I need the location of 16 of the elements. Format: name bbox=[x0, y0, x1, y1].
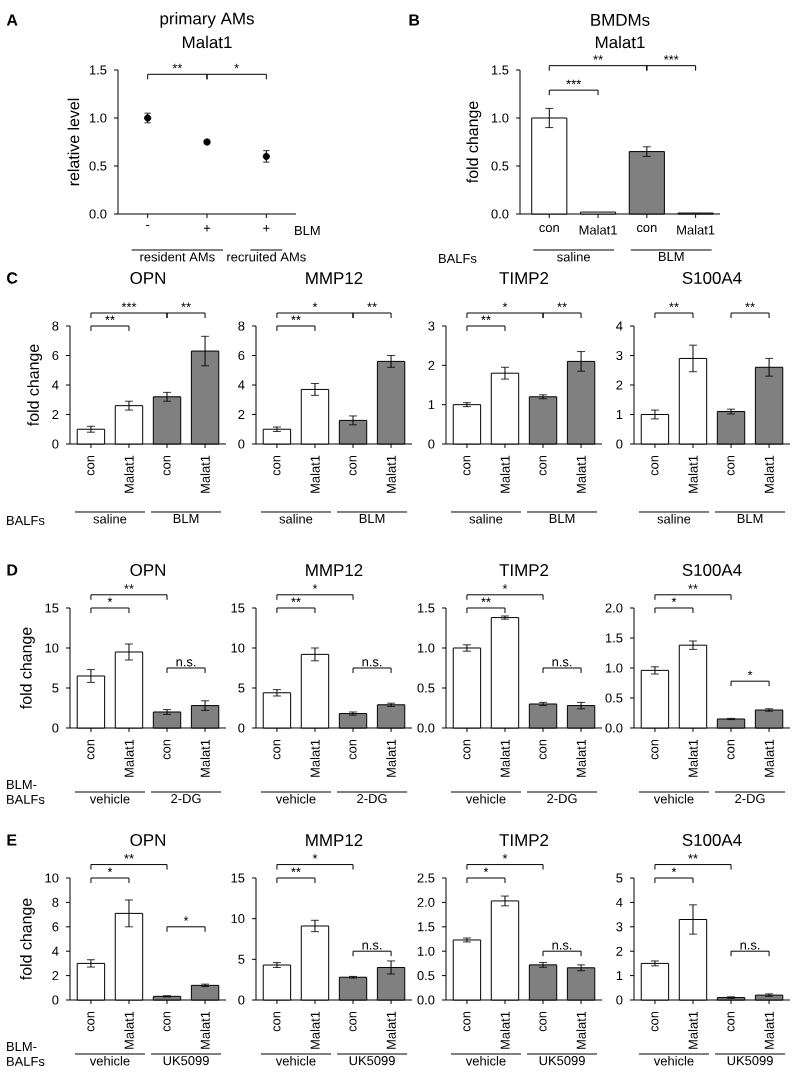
chart-title: primary AMs bbox=[160, 12, 254, 28]
chart-title: S100A4 bbox=[682, 564, 742, 576]
chart-title: TIMP2 bbox=[499, 564, 549, 576]
chart-title: OPN bbox=[130, 272, 165, 284]
chart-title: TIMP2 bbox=[499, 834, 549, 846]
chart-title: BMDMs bbox=[591, 14, 650, 26]
chart-subtitle: Malat1 bbox=[595, 35, 645, 49]
chart-title: TIMP2 bbox=[499, 272, 549, 284]
chart-title: S100A4 bbox=[682, 272, 742, 284]
chart-title: MMP12 bbox=[306, 272, 363, 284]
chart-subtitle: Malat1 bbox=[182, 35, 232, 49]
chart-title: OPN bbox=[130, 834, 165, 846]
chart-title: MMP12 bbox=[306, 834, 363, 846]
chart-title: OPN bbox=[130, 564, 165, 576]
chart-title: MMP12 bbox=[306, 564, 363, 576]
chart-title: S100A4 bbox=[682, 834, 742, 846]
